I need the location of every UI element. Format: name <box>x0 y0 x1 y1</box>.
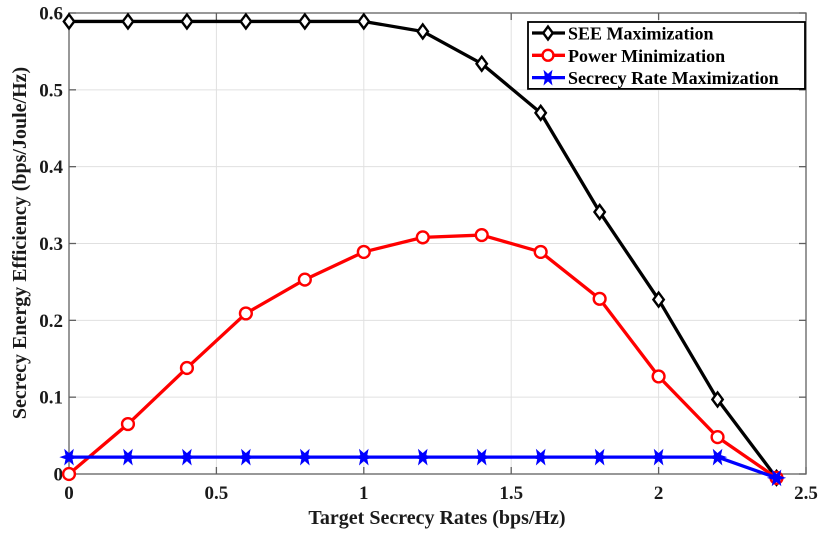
circle-marker <box>651 369 666 384</box>
hexagram-marker <box>472 448 492 466</box>
circle-marker <box>297 272 312 287</box>
hexagram-marker <box>766 469 787 487</box>
series-line-power-minimization <box>67 233 778 480</box>
hexagram-marker <box>118 448 138 466</box>
hexagram-marker <box>295 448 315 466</box>
circle-marker <box>533 244 548 260</box>
diamond-marker <box>533 103 548 122</box>
hexagram-marker <box>648 448 669 466</box>
diamond-marker <box>651 290 666 309</box>
hexagram-marker <box>59 448 79 466</box>
diamond-marker <box>239 12 253 31</box>
circle-marker <box>238 306 253 321</box>
circle-marker <box>592 291 607 306</box>
y-tick-label: 0.5 <box>39 80 63 101</box>
legend-item-power-minimization: Power Minimization <box>532 46 725 66</box>
y-tick-labels: 0 0.1 0.2 0.3 0.4 0.5 0.6 <box>39 4 63 486</box>
diamond-marker <box>592 202 607 222</box>
y-axis-label: Secrecy Energy Efficiency (bps/Joule/Hz) <box>9 67 31 419</box>
x-tick-label: 1.5 <box>499 483 523 504</box>
series-see-maximization <box>62 12 784 487</box>
x-tick-label: 0.5 <box>205 483 229 504</box>
x-tick-label: 0 <box>64 483 74 504</box>
legend-label-see-maximization: SEE Maximization <box>568 24 714 44</box>
x-tick-labels: 0 0.5 1 1.5 2 2.5 <box>64 483 818 504</box>
legend-label-power-minimization: Power Minimization <box>568 46 725 66</box>
diamond-marker <box>62 12 76 31</box>
circle-marker <box>179 360 195 376</box>
circle-marker <box>120 416 136 432</box>
circle-marker <box>61 466 77 482</box>
circle-marker <box>710 430 725 445</box>
legend-box <box>527 21 806 90</box>
plot-area: 0 0.5 1 1.5 2 2.5 0 0.1 0.2 0.3 0.4 0.5 0.6 SEE Maxim… <box>39 4 818 505</box>
x-axis-label: Target Secrecy Rates (bps/Hz) <box>308 507 565 529</box>
diamond-marker <box>416 22 430 41</box>
legend-label-secrecy-rate-maximization: Secrecy Rate Maximization <box>568 68 779 88</box>
series-power-minimization <box>61 227 784 485</box>
diamond-marker <box>710 390 725 409</box>
x-tick-label: 2.5 <box>794 483 818 504</box>
diamond-marker <box>180 12 194 31</box>
diamond-marker <box>121 12 135 31</box>
y-tick-label: 0.1 <box>39 388 63 409</box>
diamond-marker <box>298 12 312 31</box>
circle-marker <box>474 227 489 243</box>
legend-item-see-maximization: SEE Maximization <box>532 24 714 44</box>
y-tick-label: 0.2 <box>39 311 63 332</box>
diamond-marker <box>541 24 555 42</box>
x-tick-label: 1 <box>359 483 369 504</box>
y-tick-label: 0.4 <box>39 157 63 178</box>
circle-marker <box>356 244 371 260</box>
hexagram-marker <box>413 448 433 466</box>
hexagram-marker <box>531 448 551 466</box>
y-tick-label: 0 <box>54 465 64 486</box>
series-secrecy-rate-maximization <box>59 448 787 487</box>
y-tick-label: 0.3 <box>39 234 63 255</box>
diamond-marker <box>357 12 371 31</box>
hexagram-marker <box>707 448 728 466</box>
y-tick-label: 0.6 <box>39 4 63 25</box>
hexagram-marker <box>589 448 610 466</box>
hexagram-marker <box>538 69 558 86</box>
x-tick-label: 2 <box>654 483 664 504</box>
diamond-marker <box>475 54 489 73</box>
hexagram-marker <box>177 448 197 466</box>
circle-marker <box>541 48 555 62</box>
legend-item-secrecy-rate-maximization: Secrecy Rate Maximization <box>532 68 779 88</box>
circle-marker <box>415 230 430 245</box>
hexagram-marker <box>354 448 374 466</box>
hexagram-marker <box>236 448 256 466</box>
